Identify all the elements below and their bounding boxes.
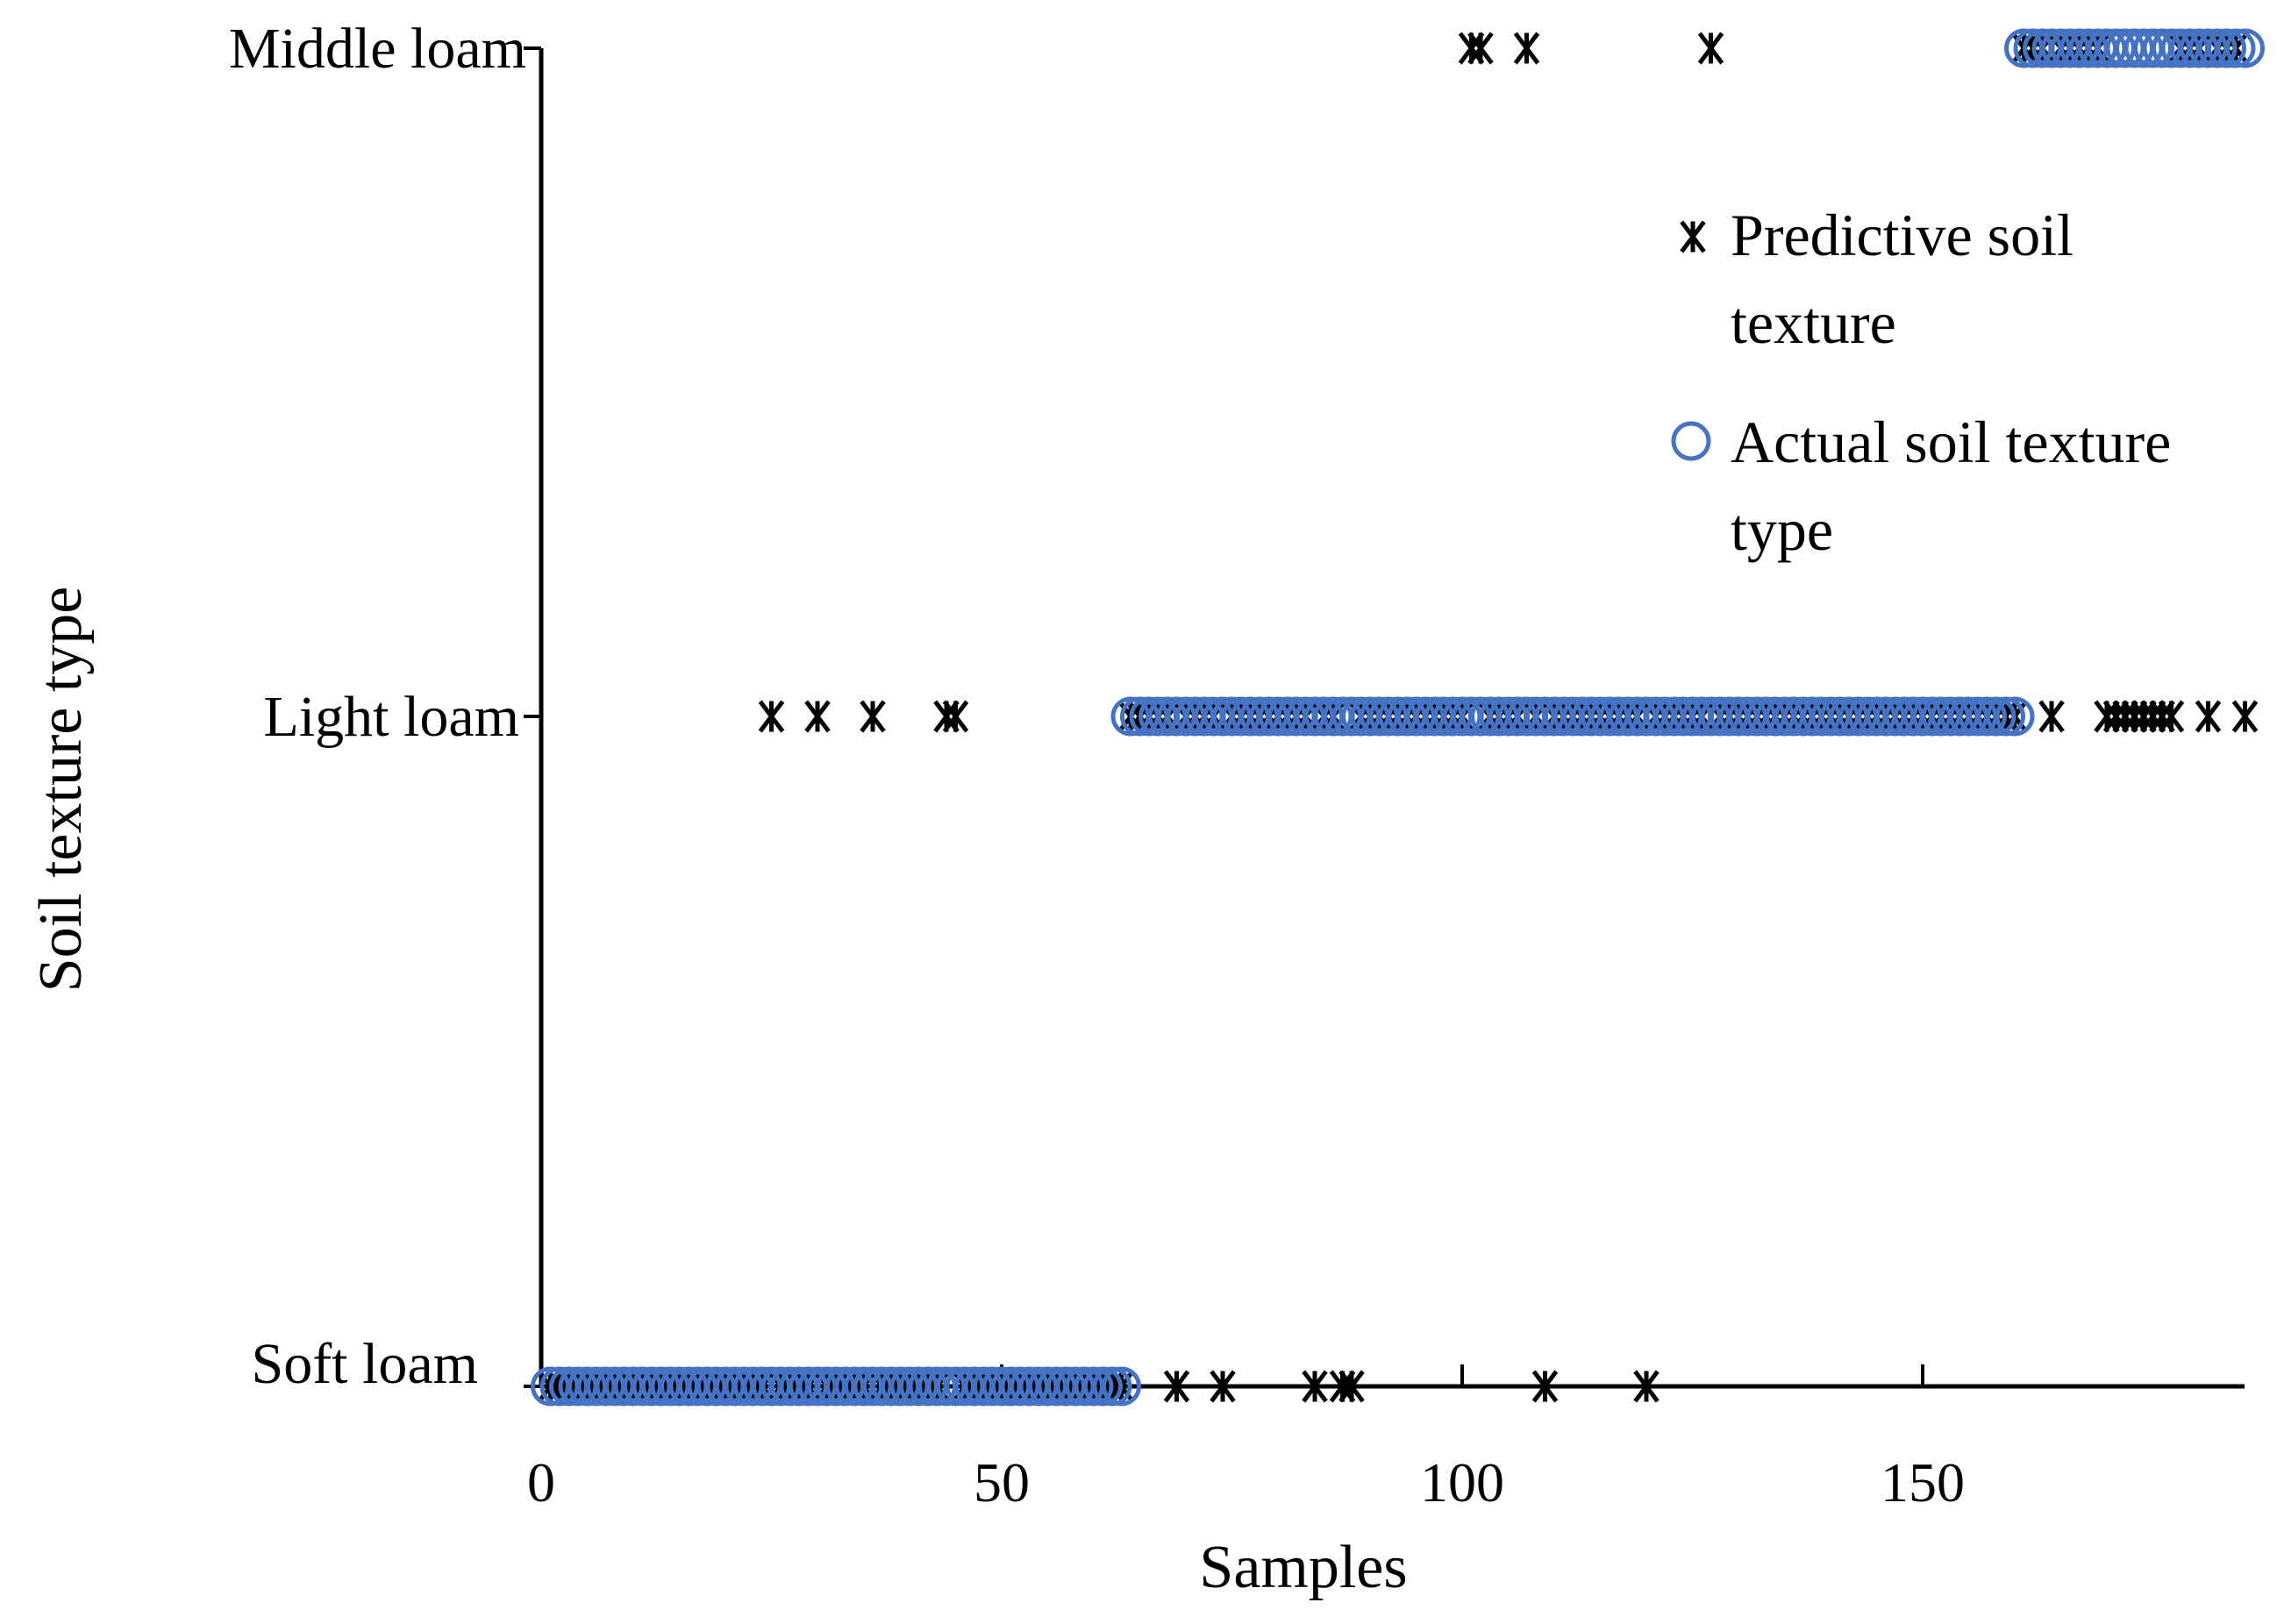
- asterisk-stroke: [1210, 1370, 1236, 1403]
- asterisk-stroke: [2121, 700, 2148, 733]
- x-tick-label: 0: [527, 1451, 555, 1514]
- predicted-point: [1467, 32, 1494, 65]
- predicted-point: [1697, 32, 1724, 65]
- asterisk-stroke: [2038, 700, 2065, 733]
- asterisk-stroke: [1163, 1370, 1190, 1403]
- actual-point: [1074, 1366, 1114, 1407]
- legend-label-actual: Actual soil texture: [1731, 409, 2171, 475]
- predicted-point: [1302, 1370, 1328, 1403]
- asterisk-stroke: [2158, 700, 2185, 733]
- asterisk-stroke: [2102, 700, 2130, 733]
- asterisk-stroke: [1329, 1370, 1356, 1403]
- predicted-point: [2231, 700, 2259, 733]
- x-tick-label: 150: [1881, 1451, 1965, 1514]
- legend-asterisk-icon: [1680, 220, 1706, 253]
- actual-point: [2207, 28, 2246, 68]
- asterisk-stroke: [2149, 700, 2175, 733]
- predicted-point: [1513, 32, 1540, 65]
- legend-label-predicted: Predictive soil: [1731, 202, 2074, 268]
- actual-point: [2225, 28, 2265, 68]
- asterisk-stroke: [804, 700, 831, 733]
- asterisk-stroke: [2131, 700, 2157, 733]
- predicted-point: [942, 700, 969, 733]
- asterisk-stroke: [2231, 700, 2259, 733]
- predicted-point: [1163, 1370, 1190, 1403]
- asterisk-stroke: [1467, 32, 1494, 65]
- actual-point: [1083, 1366, 1123, 1407]
- x-tick-label: 100: [1420, 1451, 1504, 1514]
- asterisk-stroke: [933, 700, 960, 733]
- predicted-point: [860, 700, 886, 733]
- predicted-point: [2195, 700, 2222, 733]
- asterisk-stroke: [758, 700, 785, 733]
- y-axis-label: Soil texture type: [27, 587, 95, 993]
- legend-label-predicted: texture: [1731, 289, 1896, 356]
- axes: 0 50 100 150 Soft loam Light loam Middle loam: [229, 17, 2245, 1514]
- actual-point: [1976, 696, 2016, 737]
- predicted-point: [1210, 1370, 1236, 1403]
- predicted-point: [1633, 1370, 1660, 1403]
- actual-point: [2216, 28, 2256, 68]
- asterisk-stroke: [2112, 700, 2138, 733]
- actual-point: [2197, 28, 2238, 68]
- asterisk-stroke: [1633, 1370, 1660, 1403]
- predicted-point: [2038, 700, 2065, 733]
- predicted-point: [758, 700, 785, 733]
- asterisk-stroke: [860, 700, 886, 733]
- asterisk-stroke: [1458, 32, 1485, 65]
- asterisk-stroke: [2195, 700, 2222, 733]
- y-tick-label: Middle loam: [229, 17, 526, 81]
- predicted-point: [1338, 1370, 1365, 1403]
- actual-point: [1092, 1366, 1132, 1407]
- x-tick-label: 50: [974, 1451, 1030, 1514]
- asterisk-stroke: [1680, 220, 1706, 253]
- asterisk-stroke: [1531, 1370, 1559, 1403]
- asterisk-stroke: [1697, 32, 1724, 65]
- actual-point: [1995, 696, 2035, 737]
- predicted-point: [2158, 700, 2185, 733]
- predicted-point: [1531, 1370, 1559, 1403]
- legend-circle-icon: [1671, 421, 1711, 461]
- x-axis-label: Samples: [1199, 1534, 1407, 1601]
- asterisk-stroke: [1513, 32, 1540, 65]
- asterisk-stroke: [2139, 700, 2166, 733]
- y-tick-label: Soft loam: [252, 1332, 479, 1396]
- asterisk-stroke: [942, 700, 969, 733]
- asterisk-stroke: [1338, 1370, 1365, 1403]
- actual-series: [531, 28, 2265, 1407]
- legend-label-actual: type: [1731, 496, 1833, 563]
- actual-point: [1967, 696, 2007, 737]
- y-tick-label: Light loam: [264, 685, 519, 749]
- asterisk-stroke: [2094, 700, 2120, 733]
- actual-point: [1102, 1366, 1141, 1407]
- predicted-point: [804, 700, 831, 733]
- asterisk-stroke: [1302, 1370, 1328, 1403]
- actual-point: [1986, 696, 2025, 737]
- legend: Predictive soil texture Actual soil textur…: [1671, 202, 2171, 563]
